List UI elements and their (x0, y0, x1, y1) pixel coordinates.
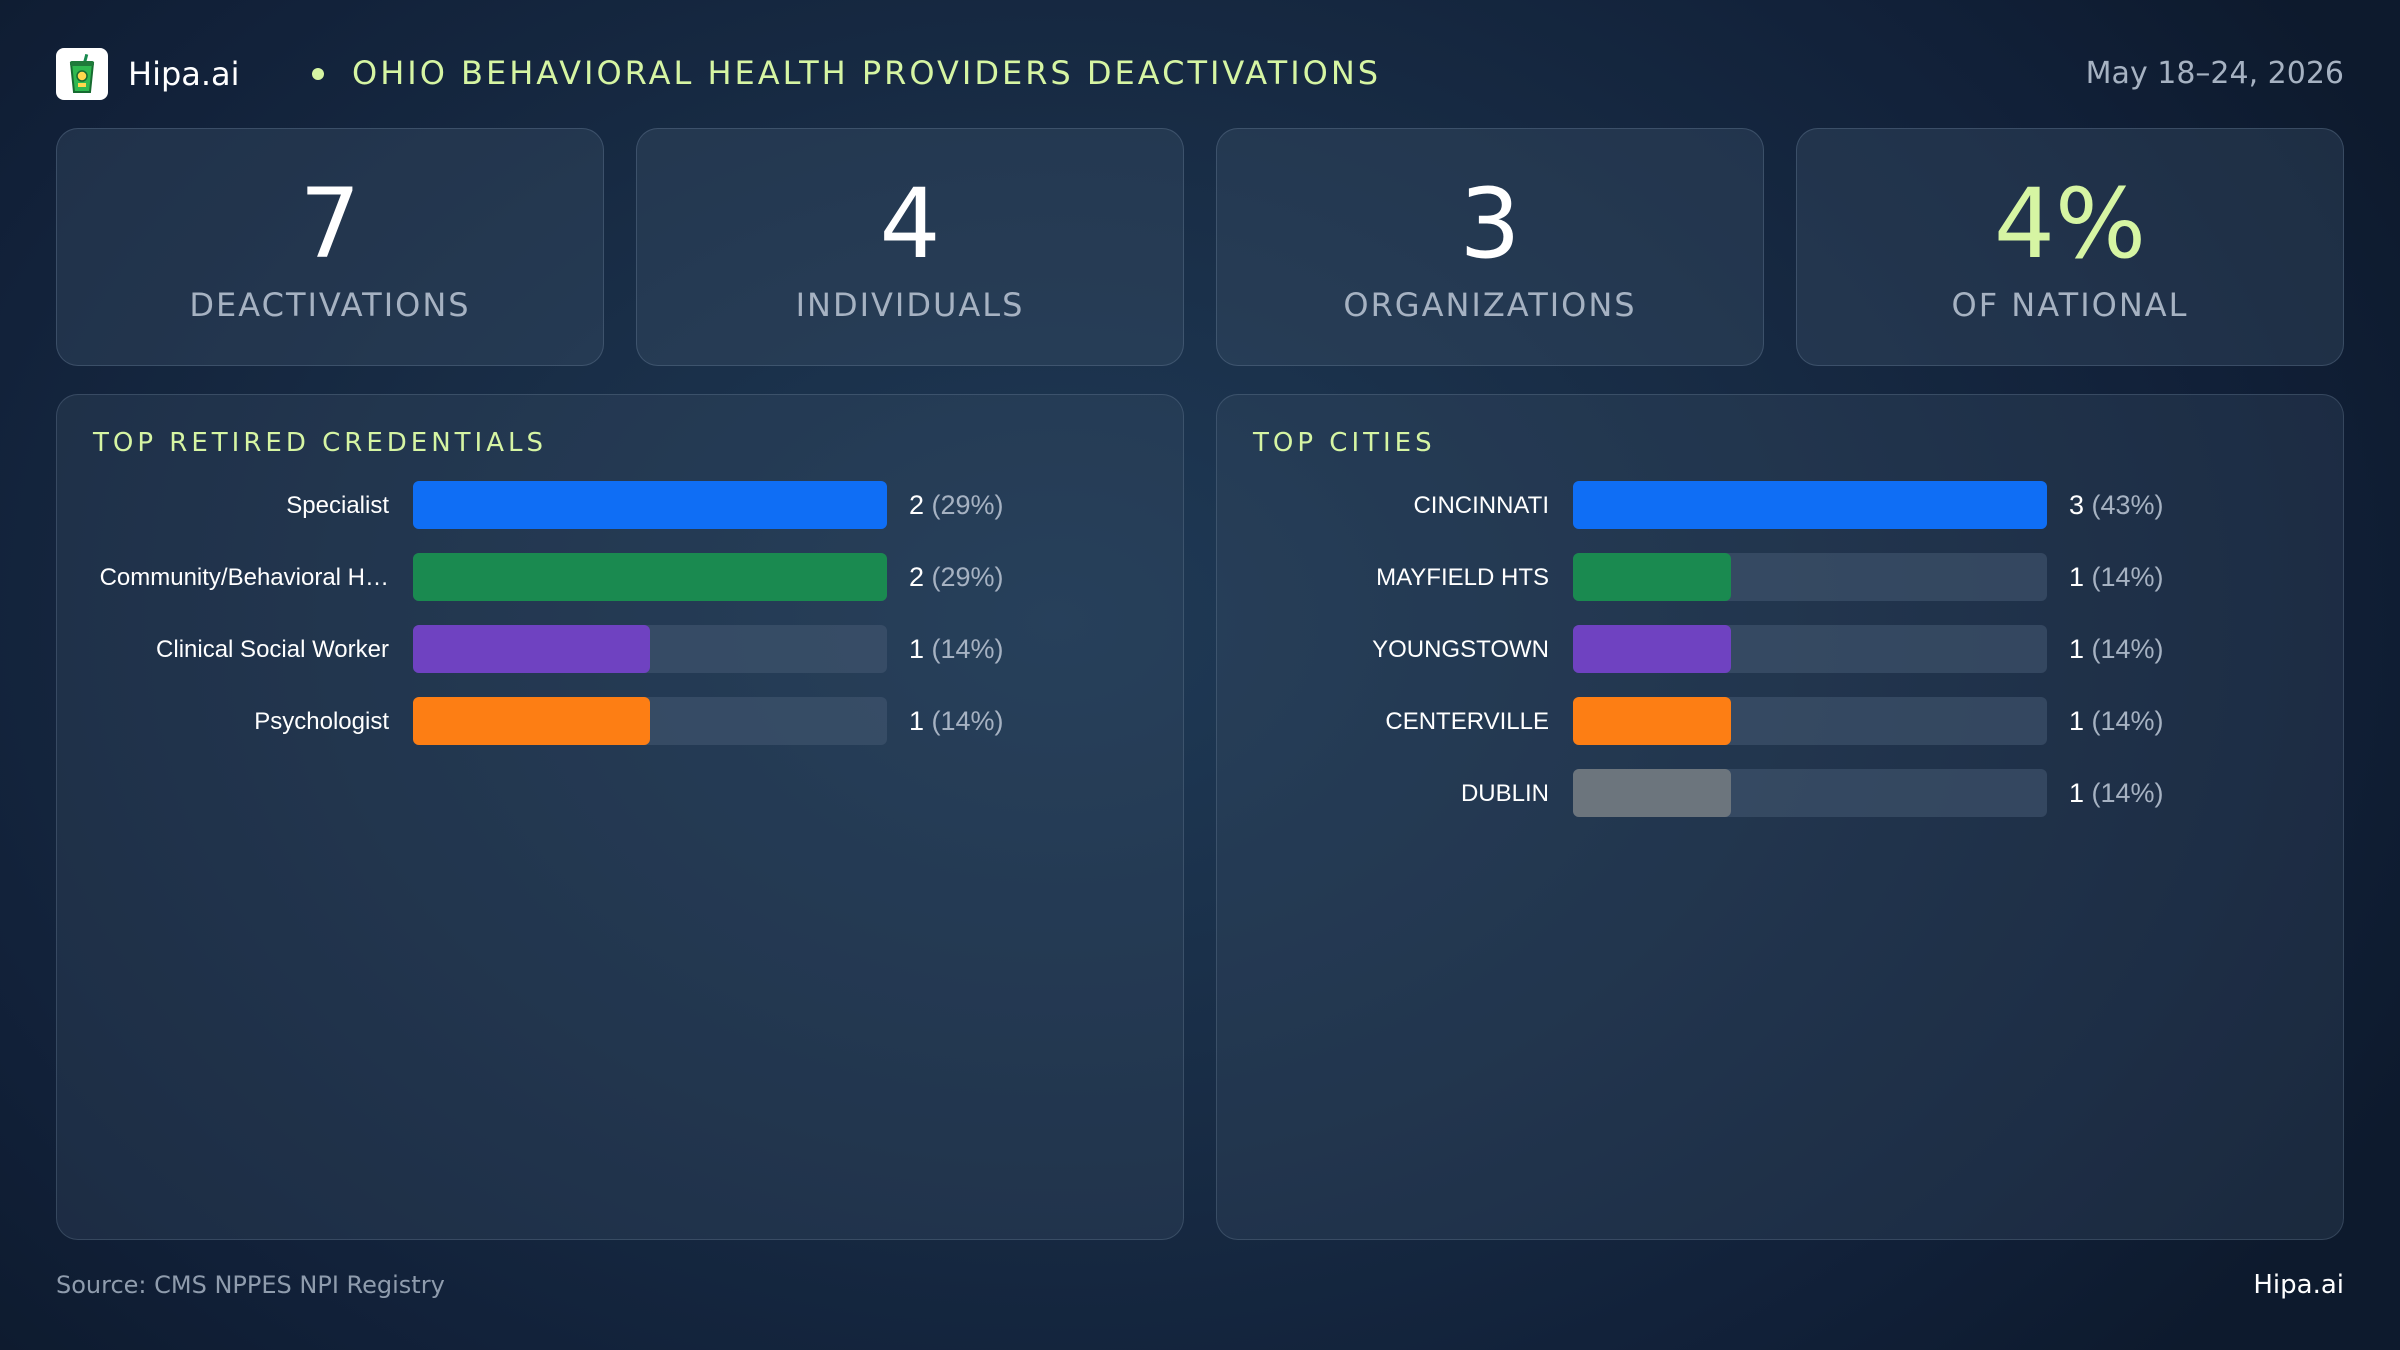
value-count: 2 (909, 562, 932, 592)
value-percent: (14%) (2092, 706, 2164, 736)
stat-card-national-share: 4% OF NATIONAL (1796, 128, 2344, 366)
value-count: 1 (2069, 778, 2092, 808)
value-percent: (29%) (932, 562, 1004, 592)
stat-value: 3 (1459, 168, 1521, 280)
bar (1573, 481, 2047, 529)
bar (1573, 697, 1731, 745)
category-label: Psychologist (254, 708, 389, 735)
value-label: 1 (14%) (909, 634, 1004, 664)
panel-title: TOP CITIES (1253, 428, 1436, 458)
value-label: 2 (29%) (909, 562, 1004, 592)
stat-value: 4% (1993, 168, 2147, 280)
stat-value: 7 (299, 168, 361, 280)
value-percent: (14%) (2092, 562, 2164, 592)
category-label: CENTERVILLE (1385, 708, 1549, 735)
logo (56, 48, 108, 100)
value-label: 1 (14%) (2069, 706, 2164, 736)
value-count: 1 (909, 634, 932, 664)
bar (413, 697, 650, 745)
category-label: DUBLIN (1461, 780, 1549, 807)
source-note: Source: CMS NPPES NPI Registry (56, 1271, 445, 1299)
value-label: 3 (43%) (2069, 490, 2164, 520)
bar (1573, 769, 1731, 817)
footer-brand: Hipa.ai (2253, 1270, 2344, 1300)
value-count: 2 (909, 490, 932, 520)
value-label: 1 (14%) (2069, 634, 2164, 664)
value-label: 2 (29%) (909, 490, 1004, 520)
credentials-bar-chart: Specialist 2 (29%) Community/Behavioral H…… (100, 481, 1004, 745)
header: Hipa.ai OHIO BEHAVIORAL HEALTH PROVIDERS… (56, 48, 2344, 100)
stat-value: 4 (879, 168, 941, 280)
category-label: CINCINNATI (1413, 492, 1549, 519)
cities-panel: TOP CITIES CINCINNATI 3 (43%) MAYFIELD HTS… (1216, 394, 2344, 1240)
value-percent: (14%) (932, 634, 1004, 664)
soda-cup-icon (69, 54, 95, 93)
value-label: 1 (14%) (909, 706, 1004, 736)
value-count: 1 (2069, 562, 2092, 592)
stat-card-organizations: 3 ORGANIZATIONS (1216, 128, 1764, 366)
stat-label: DEACTIVATIONS (189, 286, 471, 324)
value-percent: (14%) (932, 706, 1004, 736)
value-count: 1 (2069, 634, 2092, 664)
category-label: Community/Behavioral H… (100, 564, 389, 591)
stat-label: ORGANIZATIONS (1343, 286, 1637, 324)
value-percent: (29%) (932, 490, 1004, 520)
category-label: YOUNGSTOWN (1372, 636, 1549, 663)
date-range: May 18–24, 2026 (2085, 56, 2344, 91)
panel-title: TOP RETIRED CREDENTIALS (93, 428, 547, 458)
value-count: 3 (2069, 490, 2092, 520)
bar (413, 481, 887, 529)
value-count: 1 (2069, 706, 2092, 736)
bar (1573, 553, 1731, 601)
stat-card-deactivations: 7 DEACTIVATIONS (56, 128, 604, 366)
cities-bar-chart: CINCINNATI 3 (43%) MAYFIELD HTS 1 (14%) YOUN… (1372, 481, 2164, 817)
value-count: 1 (909, 706, 932, 736)
category-label: MAYFIELD HTS (1376, 564, 1549, 591)
category-label: Clinical Social Worker (156, 636, 389, 663)
credentials-panel: TOP RETIRED CREDENTIALS Specialist 2 (29%… (56, 394, 1184, 1240)
value-percent: (14%) (2092, 778, 2164, 808)
bar (1573, 625, 1731, 673)
category-label: Specialist (286, 492, 389, 519)
value-percent: (14%) (2092, 634, 2164, 664)
bar (413, 625, 650, 673)
value-percent: (43%) (2092, 490, 2164, 520)
brand-name: Hipa.ai (128, 55, 240, 93)
stat-label: OF NATIONAL (1951, 286, 2189, 324)
page-title: OHIO BEHAVIORAL HEALTH PROVIDERS DEACTIV… (352, 54, 1382, 92)
stat-card-individuals: 4 INDIVIDUALS (636, 128, 1184, 366)
stat-label: INDIVIDUALS (795, 286, 1025, 324)
value-label: 1 (14%) (2069, 562, 2164, 592)
value-label: 1 (14%) (2069, 778, 2164, 808)
bar (413, 553, 887, 601)
separator-dot (312, 68, 324, 80)
